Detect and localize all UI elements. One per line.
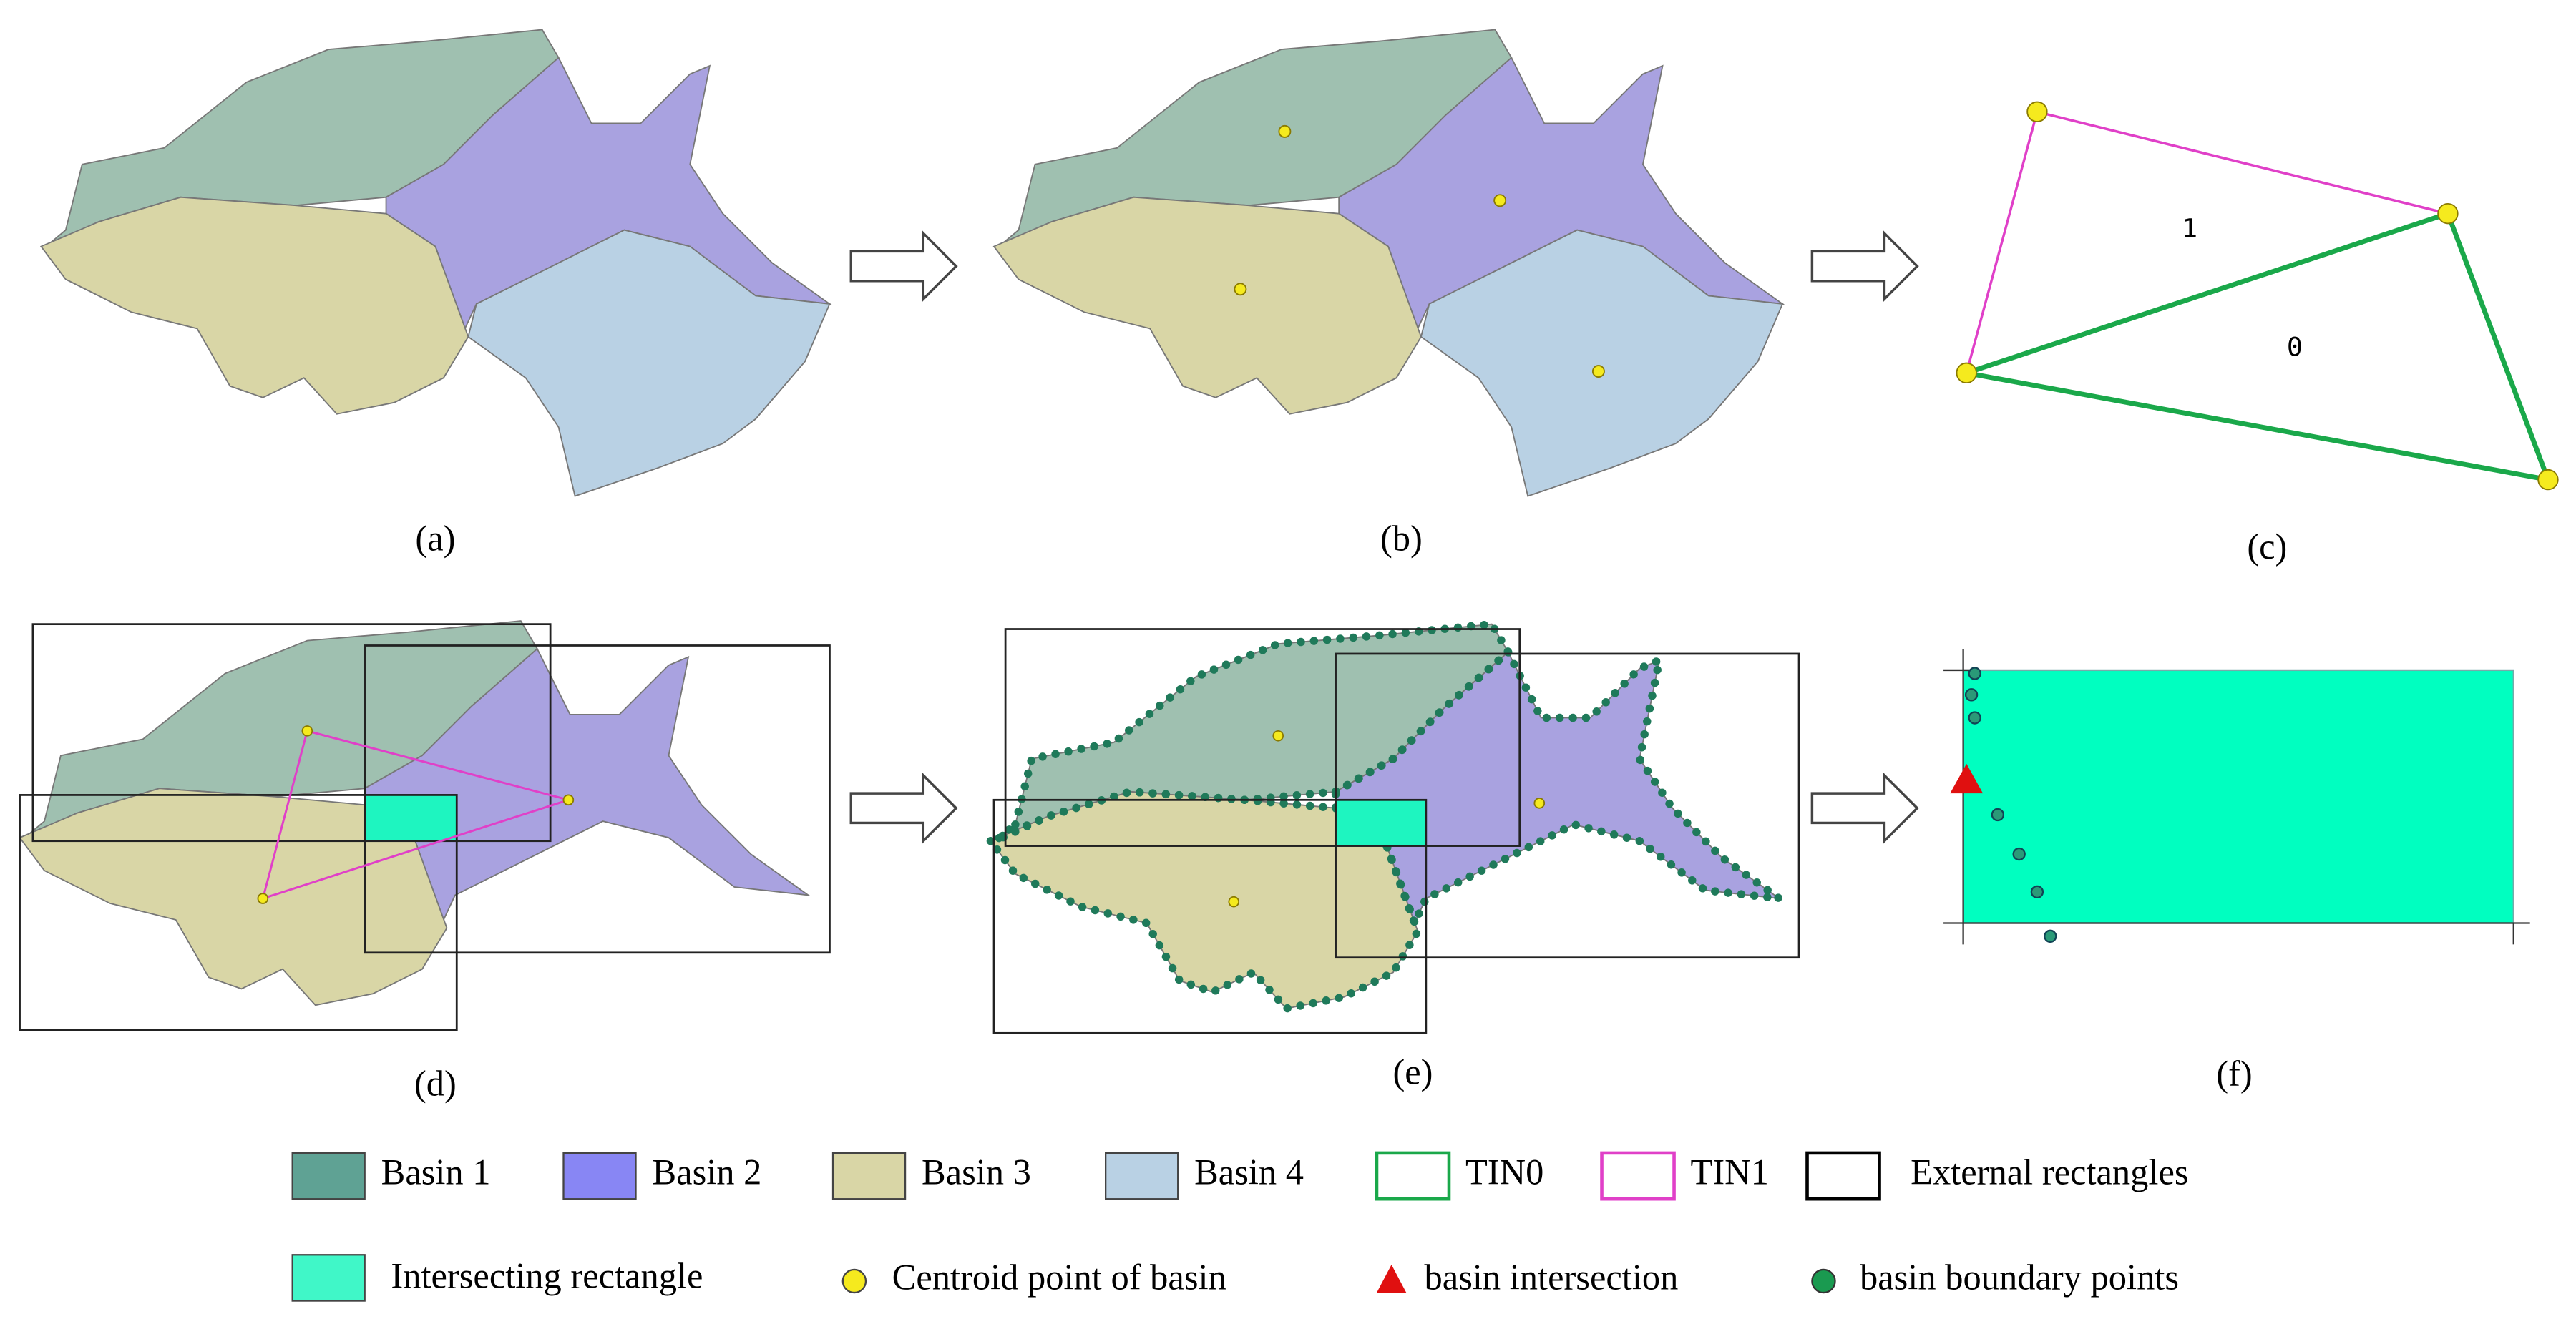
panel-b — [993, 29, 1783, 497]
panel-c: 1 0 — [1956, 101, 2559, 491]
panel-label: (f) — [2216, 1054, 2252, 1094]
legend-label: TIN1 — [1691, 1152, 1769, 1192]
arrow — [1810, 232, 1919, 300]
panel-label: (d) — [414, 1064, 457, 1104]
legend-label: TIN0 — [1465, 1152, 1543, 1192]
panel-label: (c) — [2247, 526, 2287, 567]
panel-label: (e) — [1392, 1052, 1433, 1092]
arrow — [849, 232, 957, 300]
panel-e — [984, 619, 1800, 1034]
centroid — [1234, 283, 1247, 296]
legend-label: External rectangles — [1911, 1152, 2188, 1192]
centroid — [1278, 124, 1292, 138]
legend-label: Centroid point of basin — [892, 1257, 1226, 1298]
legend-label: Intersecting rectangle — [391, 1255, 703, 1295]
panel-d — [19, 620, 831, 1031]
panel-f — [1943, 649, 2530, 945]
arrow — [1810, 774, 1919, 843]
centroid — [1591, 365, 1605, 378]
legend-label: Basin 2 — [652, 1152, 761, 1192]
panel-a — [40, 29, 831, 497]
legend-label: Basin 4 — [1194, 1152, 1304, 1192]
legend-label: Basin 3 — [922, 1152, 1031, 1192]
centroid — [1493, 194, 1507, 207]
legend: Basin 1 Basin 2 Basin 3 Basin 4 TIN0 TIN… — [291, 1151, 2189, 1302]
tin-label: 1 — [2182, 213, 2197, 244]
tin-label: 0 — [2287, 331, 2303, 362]
legend-label: Basin 1 — [381, 1152, 491, 1192]
legend-label: basin intersection — [1425, 1257, 1679, 1298]
panel-label: (a) — [415, 518, 455, 558]
arrow — [849, 774, 957, 843]
panel-label: (b) — [1380, 518, 1423, 558]
legend-label: basin boundary points — [1860, 1257, 2179, 1298]
